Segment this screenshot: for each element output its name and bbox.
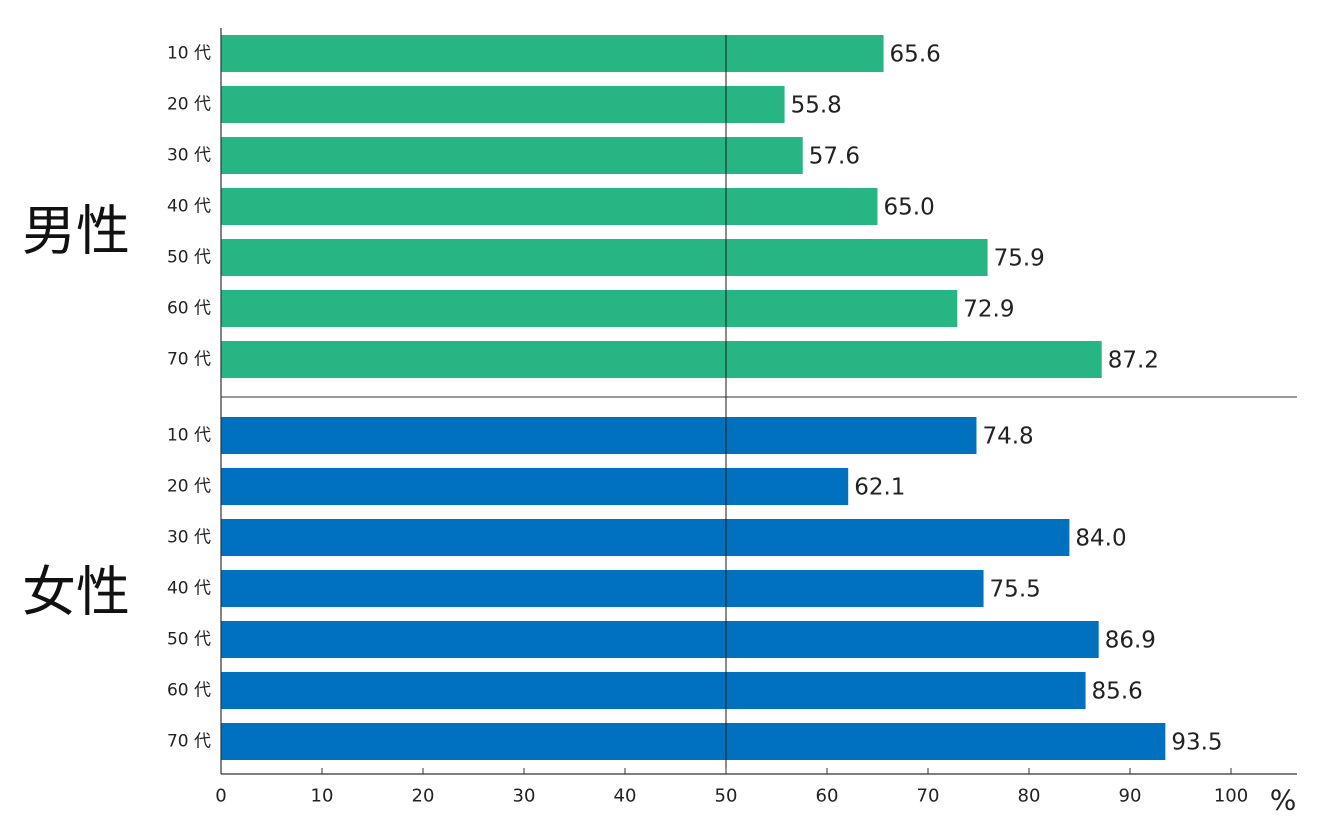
bar-1-5	[221, 672, 1086, 709]
bar-1-1	[221, 468, 849, 505]
value-label-1-4: 86.9	[1105, 628, 1156, 654]
bar-0-0	[221, 35, 884, 72]
value-label-1-5: 85.6	[1092, 679, 1143, 705]
category-label-0-5: 60 代	[167, 299, 211, 319]
bar-1-6	[221, 723, 1166, 760]
group-label-1: 女性	[22, 561, 130, 624]
value-label-1-3: 75.5	[990, 577, 1041, 603]
value-label-0-5: 72.9	[963, 297, 1014, 323]
bar-0-5	[221, 290, 958, 327]
value-label-1-1: 62.1	[854, 475, 905, 501]
x-tick-label-10: 100	[1214, 786, 1248, 807]
category-label-1-1: 20 代	[167, 477, 211, 497]
bar-0-2	[221, 137, 803, 174]
bar-0-3	[221, 188, 878, 225]
category-label-1-2: 30 代	[167, 528, 211, 548]
bar-1-4	[221, 621, 1099, 658]
x-tick-label-6: 60	[816, 786, 839, 807]
category-label-1-0: 10 代	[167, 426, 211, 446]
category-label-1-4: 50 代	[167, 630, 211, 650]
bar-0-4	[221, 239, 988, 276]
value-label-0-4: 75.9	[994, 246, 1045, 272]
category-label-0-1: 20 代	[167, 95, 211, 115]
category-label-0-2: 30 代	[167, 146, 211, 166]
bar-1-3	[221, 570, 984, 607]
x-tick-label-9: 90	[1119, 786, 1142, 807]
labels-layer: 男性 10 代 65.6 20 代 55.8 30 代 57.6 40 代 65.0 50 代 75…	[22, 42, 1296, 817]
category-label-1-3: 40 代	[167, 579, 211, 599]
value-label-0-3: 65.0	[884, 195, 935, 221]
value-label-0-2: 57.6	[809, 144, 860, 170]
bar-0-6	[221, 341, 1102, 378]
x-tick-label-1: 10	[311, 786, 334, 807]
bars-layer	[221, 35, 1166, 760]
x-tick-label-2: 20	[412, 786, 435, 807]
category-label-0-6: 70 代	[167, 350, 211, 370]
value-label-0-0: 65.6	[890, 42, 941, 68]
category-label-0-0: 10 代	[167, 44, 211, 64]
x-tick-label-4: 40	[614, 786, 637, 807]
bar-1-2	[221, 519, 1070, 556]
category-label-0-4: 50 代	[167, 248, 211, 268]
value-label-1-6: 93.5	[1171, 730, 1222, 756]
category-label-1-5: 60 代	[167, 681, 211, 701]
value-label-1-2: 84.0	[1075, 526, 1126, 552]
value-label-0-1: 55.8	[791, 93, 842, 119]
category-label-0-3: 40 代	[167, 197, 211, 217]
category-label-1-6: 70 代	[167, 732, 211, 752]
bar-1-0	[221, 417, 977, 454]
axes-layer	[220, 28, 1297, 775]
x-tick-label-5: 50	[715, 786, 738, 807]
value-label-1-0: 74.8	[982, 424, 1033, 450]
x-tick-label-3: 30	[513, 786, 536, 807]
group-label-0: 男性	[22, 200, 130, 263]
value-label-0-6: 87.2	[1108, 348, 1159, 374]
bar-0-1	[221, 86, 785, 123]
unit-label: %	[1270, 784, 1297, 817]
x-tick-label-0: 0	[215, 786, 226, 807]
x-tick-label-8: 80	[1018, 786, 1041, 807]
x-tick-label-7: 70	[917, 786, 940, 807]
